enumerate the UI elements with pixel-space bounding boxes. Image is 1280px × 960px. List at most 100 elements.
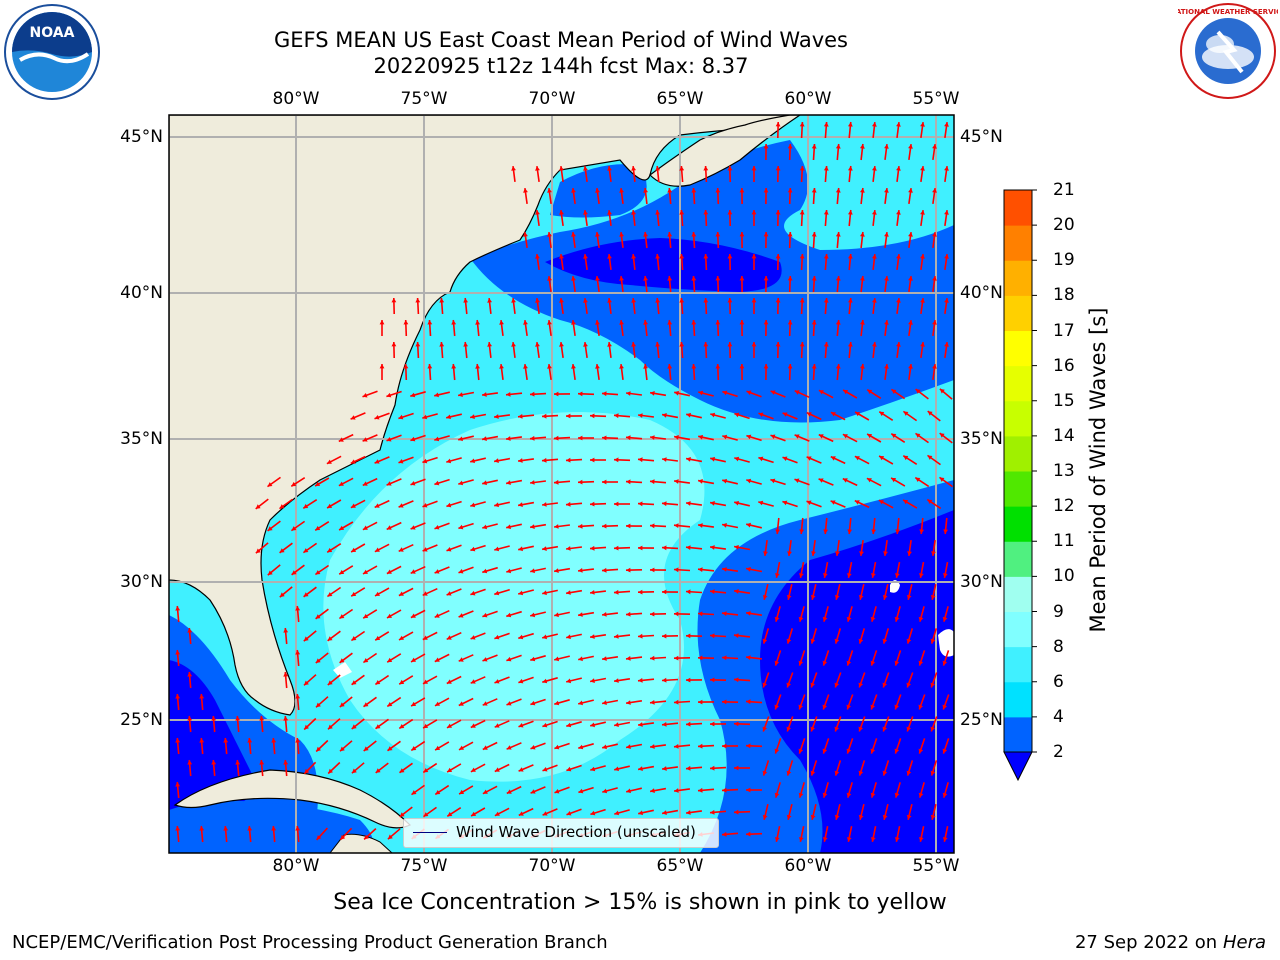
wave-direction-arrow xyxy=(715,363,721,381)
wave-direction-arrow xyxy=(661,677,679,683)
wave-direction-arrow xyxy=(733,721,751,727)
wave-direction-arrow xyxy=(439,297,445,315)
wave-direction-arrow xyxy=(846,606,853,622)
wave-direction-arrow xyxy=(434,784,450,796)
wave-direction-arrow xyxy=(799,341,805,359)
wave-direction-arrow xyxy=(566,764,582,772)
wave-direction-arrow xyxy=(775,297,781,315)
wave-direction-arrow xyxy=(175,825,181,843)
wave-direction-arrow xyxy=(798,694,806,710)
wave-direction-arrow xyxy=(895,517,900,535)
footer-date-text: 27 Sep 2022 on xyxy=(1074,932,1218,953)
wave-direction-arrow xyxy=(763,363,769,381)
wave-direction-arrow xyxy=(422,719,438,729)
wave-direction-arrow xyxy=(571,319,576,337)
wave-direction-arrow xyxy=(746,655,762,660)
lon-label-bottom: 55°W xyxy=(912,856,960,876)
wave-direction-arrow xyxy=(619,187,624,205)
wave-direction-arrow xyxy=(547,275,552,293)
wave-direction-arrow xyxy=(661,722,679,727)
lon-label-bottom: 70°W xyxy=(528,856,576,876)
wave-direction-arrow xyxy=(721,743,739,749)
wave-direction-arrow xyxy=(499,319,504,337)
wave-direction-arrow xyxy=(386,653,402,663)
wave-direction-arrow xyxy=(403,319,409,337)
wave-direction-arrow xyxy=(734,500,750,507)
wave-direction-arrow xyxy=(709,545,727,550)
wave-direction-arrow xyxy=(350,412,366,420)
wave-direction-arrow xyxy=(530,567,546,574)
wave-direction-arrow xyxy=(733,809,751,815)
wave-direction-arrow xyxy=(673,567,691,573)
colorbar-segment xyxy=(1004,576,1032,613)
lon-label-top: 70°W xyxy=(528,89,576,109)
wave-direction-arrow xyxy=(866,433,882,443)
wave-direction-arrow xyxy=(391,297,397,315)
wave-direction-arrow xyxy=(279,586,293,598)
wave-direction-arrow xyxy=(848,209,853,227)
wave-direction-arrow xyxy=(422,762,438,774)
wave-direction-arrow xyxy=(434,391,450,398)
wave-direction-arrow xyxy=(398,631,414,641)
wave-direction-arrow xyxy=(751,298,757,314)
wave-direction-arrow xyxy=(314,521,330,531)
colorbar-tick-label: 14 xyxy=(1053,425,1075,446)
wave-direction-arrow xyxy=(818,389,834,399)
wave-direction-arrow xyxy=(751,210,757,226)
wave-direction-arrow xyxy=(745,699,763,705)
wave-direction-arrow xyxy=(787,143,793,161)
wave-direction-arrow xyxy=(746,522,762,529)
wave-direction-arrow xyxy=(894,606,901,622)
wave-direction-arrow xyxy=(559,253,564,271)
wave-direction-arrow xyxy=(566,633,582,640)
wave-direction-arrow xyxy=(775,341,781,359)
wave-direction-arrow xyxy=(398,718,414,730)
wave-direction-arrow xyxy=(890,477,906,487)
chart-subtitle: 20220925 t12z 144h fcst Max: 8.37 xyxy=(373,54,749,78)
wave-direction-arrow xyxy=(774,694,782,710)
wave-direction-arrow xyxy=(535,209,540,227)
wave-direction-arrow xyxy=(882,584,889,600)
wave-direction-arrow xyxy=(505,436,523,441)
wave-direction-arrow xyxy=(896,209,901,227)
wave-direction-arrow xyxy=(944,341,949,359)
chart-title: GEFS MEAN US East Coast Mean Period of W… xyxy=(274,28,848,52)
wave-direction-arrow xyxy=(247,825,253,843)
wave-direction-arrow xyxy=(458,610,474,618)
wave-direction-arrow xyxy=(866,389,882,399)
wave-direction-arrow xyxy=(908,231,913,249)
wave-direction-arrow xyxy=(446,588,462,596)
wave-direction-arrow xyxy=(915,432,929,444)
wave-direction-arrow xyxy=(303,717,317,731)
wave-direction-arrow xyxy=(872,210,877,226)
wave-direction-arrow xyxy=(470,676,486,684)
wave-direction-arrow xyxy=(339,740,353,752)
wave-direction-arrow xyxy=(386,434,402,442)
wave-direction-arrow xyxy=(685,589,703,595)
wave-direction-arrow xyxy=(387,828,401,840)
wave-direction-arrow xyxy=(625,611,643,617)
wave-direction-arrow xyxy=(906,716,914,732)
wave-direction-arrow xyxy=(818,433,834,443)
wave-direction-arrow xyxy=(398,456,414,464)
wave-direction-arrow xyxy=(535,297,540,315)
wave-direction-arrow xyxy=(786,804,793,820)
wave-direction-arrow xyxy=(782,456,798,464)
wave-direction-arrow xyxy=(590,765,606,772)
wave-direction-arrow xyxy=(410,522,426,530)
colorbar-tick-label: 11 xyxy=(1053,531,1075,552)
wave-direction-arrow xyxy=(338,521,354,531)
wave-direction-arrow xyxy=(583,165,588,183)
wave-direction-arrow xyxy=(643,319,648,337)
wave-direction-arrow xyxy=(595,275,600,293)
wave-direction-arrow xyxy=(721,567,739,572)
wave-direction-arrow xyxy=(649,611,667,617)
wave-direction-arrow xyxy=(631,254,636,270)
wave-direction-arrow xyxy=(482,566,498,574)
wave-direction-arrow xyxy=(494,632,510,640)
wave-direction-arrow xyxy=(758,412,774,420)
wave-direction-arrow xyxy=(578,568,594,573)
legend-label: Wind Wave Direction (unscaled) xyxy=(456,823,696,841)
nws-logo-text: NATIONAL WEATHER SERVICE xyxy=(1178,8,1278,16)
wave-direction-arrow xyxy=(920,165,925,183)
